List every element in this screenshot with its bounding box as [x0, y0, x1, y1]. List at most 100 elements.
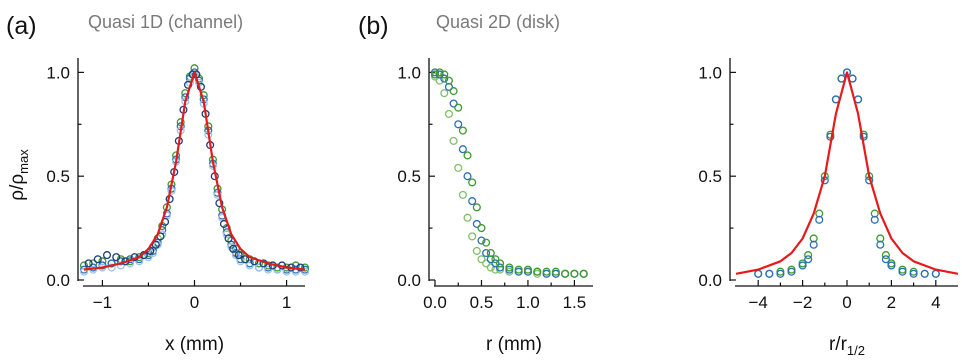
data-point-lightblue: [79, 267, 89, 276]
data-point-blue: [765, 269, 774, 278]
data-point-green: [430, 70, 440, 79]
data-point-green: [496, 259, 505, 268]
data-point-blue: [472, 219, 481, 228]
data-point-green: [472, 203, 481, 212]
data-point-green: [454, 103, 463, 112]
data-point-lightblue: [158, 230, 167, 239]
x-tick-label: 1.0: [516, 293, 540, 312]
x-axis-label: r (mm): [486, 334, 542, 355]
panel-letter-a: (a): [6, 12, 37, 40]
data-point-darkblue: [215, 199, 224, 208]
data-point-green: [551, 267, 560, 276]
fit-curve: [83, 71, 306, 271]
x-tick-label: 1: [282, 293, 291, 312]
data-point-lightgreen: [458, 190, 467, 199]
data-point-green: [482, 238, 491, 247]
data-point-lightblue: [222, 230, 231, 239]
data-point-lightgreen: [486, 263, 495, 272]
data-point-green: [468, 178, 477, 187]
data-point-blue: [798, 261, 807, 270]
x-tick-label: −4: [749, 293, 768, 312]
data-point-lightblue: [264, 265, 273, 274]
data-point-green: [579, 269, 588, 278]
data-point-blue: [449, 99, 458, 108]
data-point-lightgreen: [440, 89, 449, 98]
chart-panel-channel: 0.0 0.5 1.0 −1 0 1 x (mm): [46, 58, 310, 355]
data-point-blue: [815, 215, 824, 224]
data-point-blue: [440, 74, 449, 83]
y-tick-label: 0.5: [397, 167, 421, 186]
x-tick-label: 0: [842, 293, 851, 312]
data-point-blue: [477, 236, 486, 245]
y-tick-label: 0.5: [698, 167, 722, 186]
data-point-darkblue: [241, 255, 250, 264]
data-point-blue: [496, 263, 505, 272]
data-point-blue: [809, 240, 818, 249]
x-tick-label: 1.5: [563, 293, 587, 312]
panel-title-a: Quasi 1D (channel): [88, 12, 243, 32]
data-point-lightblue: [107, 263, 116, 272]
data-point-green: [486, 248, 495, 258]
data-point-blue: [909, 269, 918, 278]
data-point-lightgreen: [477, 255, 486, 264]
data-point-lightgreen: [454, 163, 463, 172]
data-point-darkblue: [112, 253, 121, 262]
data-point-blue: [482, 248, 491, 258]
data-point-darkblue: [296, 263, 305, 272]
data-point-lightgreen: [444, 109, 453, 118]
data-point-blue: [931, 269, 940, 278]
data-point-blue: [491, 259, 500, 268]
data-point-darkblue: [234, 251, 243, 260]
x-tick-label: 0.5: [470, 293, 494, 312]
data-point-blue: [468, 197, 477, 206]
y-tick-label: 1.0: [698, 63, 722, 82]
y-tick-label: 0.5: [46, 167, 70, 186]
data-point-lightblue: [227, 242, 236, 251]
data-point-blue: [463, 172, 472, 181]
y-axis-label: ρ/ρmax: [7, 149, 31, 201]
data-point-lightgreen: [449, 136, 458, 145]
data-point-blue: [876, 240, 885, 249]
data-point-green: [570, 269, 579, 278]
data-point-green: [542, 267, 551, 276]
x-tick-label: 2: [887, 293, 896, 312]
data-point-green: [449, 87, 458, 96]
y-tick-label: 0.0: [397, 271, 421, 290]
chart-panel-disk-scaled: 0.0 0.5 1.0 −4 −2 0 2 4 r/r1/2: [698, 58, 959, 358]
data-point-blue: [458, 145, 467, 154]
data-point-darkblue: [84, 259, 93, 268]
data-point-lightblue: [300, 267, 310, 276]
data-point-green: [533, 267, 542, 276]
data-point-lightblue: [213, 190, 222, 199]
y-tick-label: 1.0: [46, 63, 70, 82]
data-point-green: [505, 263, 514, 272]
data-point-green: [463, 151, 472, 160]
data-point-lightgreen: [472, 246, 481, 255]
data-point-blue: [754, 269, 763, 278]
data-point-blue: [898, 267, 907, 276]
data-point-darkblue: [102, 251, 112, 260]
x-tick-label: 0.0: [423, 293, 447, 312]
data-point-darkblue: [93, 255, 102, 264]
panel-letter-b: (b): [358, 12, 389, 40]
data-point-blue: [881, 255, 890, 264]
y-tick-label: 1.0: [397, 63, 421, 82]
data-point-blue: [776, 269, 785, 278]
data-point-green: [804, 251, 813, 260]
data-point-blue: [804, 255, 813, 264]
data-point-green: [435, 68, 444, 77]
data-point-blue: [870, 215, 879, 224]
data-point-blue: [920, 269, 929, 278]
data-point-lightblue: [245, 261, 254, 270]
x-tick-label: 4: [931, 293, 940, 312]
data-point-lightgreen: [482, 259, 491, 268]
data-point-green: [881, 251, 890, 260]
chart-panel-disk: 0.0 0.5 1.0 0.0 0.5 1.0 1.5 r (mm): [397, 58, 593, 355]
data-point-lightgreen: [468, 232, 477, 241]
data-point-lightblue: [116, 261, 125, 270]
y-tick-label: 0.0: [46, 271, 70, 290]
data-point-green: [561, 269, 570, 278]
data-point-green: [440, 70, 449, 79]
fit-curve: [735, 71, 959, 275]
data-point-blue: [887, 261, 896, 270]
